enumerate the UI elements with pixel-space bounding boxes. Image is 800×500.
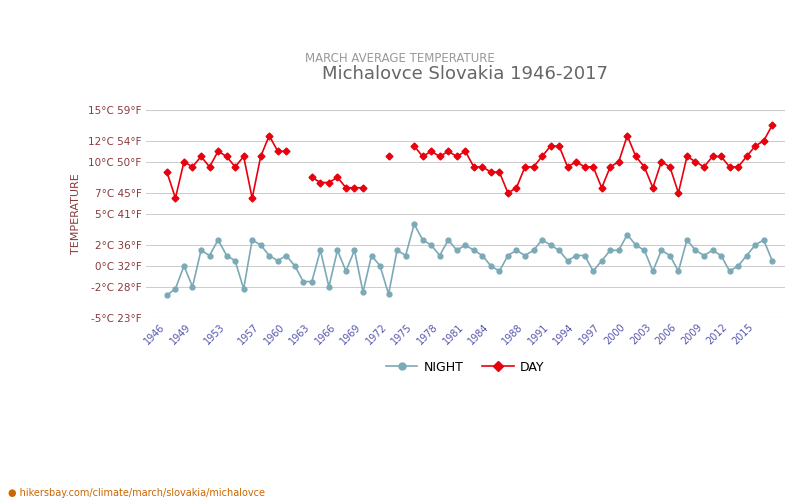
Legend: NIGHT, DAY: NIGHT, DAY — [382, 356, 550, 378]
Text: MARCH AVERAGE TEMPERATURE: MARCH AVERAGE TEMPERATURE — [305, 52, 495, 66]
Y-axis label: TEMPERATURE: TEMPERATURE — [71, 174, 81, 254]
Title: Michalovce Slovakia 1946-2017: Michalovce Slovakia 1946-2017 — [322, 65, 608, 83]
Text: ● hikersbay.com/climate/march/slovakia/michalovce: ● hikersbay.com/climate/march/slovakia/m… — [8, 488, 265, 498]
